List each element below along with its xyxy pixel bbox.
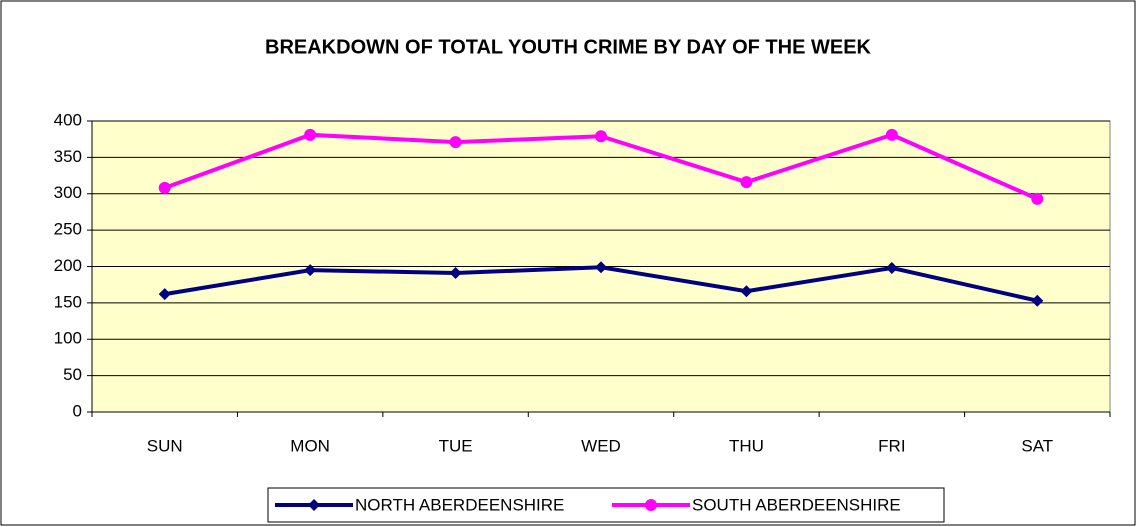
- legend-label: NORTH ABERDEENSHIRE: [355, 495, 564, 514]
- point: [885, 261, 898, 274]
- point: [740, 285, 753, 298]
- x-tick-label: SAT: [1021, 436, 1053, 455]
- legend-box: [267, 487, 945, 523]
- y-tick-label: 50: [63, 365, 82, 384]
- point: [304, 264, 317, 277]
- x-tick-label: TUE: [439, 436, 473, 455]
- point: [1031, 294, 1044, 307]
- x-tick-label: MON: [290, 436, 330, 455]
- y-tick-label: 0: [73, 401, 82, 420]
- legend-marker: [645, 499, 657, 511]
- x-tick-label: SUN: [147, 436, 183, 455]
- point: [1031, 192, 1044, 205]
- chart-title: BREAKDOWN OF TOTAL YOUTH CRIME BY DAY OF…: [265, 36, 872, 58]
- y-tick-label: 150: [54, 292, 82, 311]
- legend-label: SOUTH ABERDEENSHIRE: [692, 495, 901, 514]
- x-tick-label: FRI: [878, 436, 905, 455]
- y-tick-label: 350: [54, 147, 82, 166]
- point: [304, 128, 317, 141]
- x-tick-label: THU: [729, 436, 764, 455]
- legend-marker: [308, 499, 320, 511]
- point: [885, 128, 898, 141]
- point: [595, 261, 607, 274]
- point: [158, 288, 171, 301]
- y-tick-label: 300: [54, 183, 82, 202]
- point: [449, 136, 462, 149]
- x-tick-label: WED: [581, 436, 621, 455]
- point: [595, 130, 607, 143]
- y-tick-label: 200: [54, 256, 82, 275]
- point: [740, 176, 753, 189]
- y-tick-label: 100: [54, 329, 82, 348]
- y-tick-label: 250: [54, 220, 82, 239]
- point: [449, 267, 462, 280]
- y-tick-label: 400: [54, 110, 82, 129]
- point: [158, 181, 171, 194]
